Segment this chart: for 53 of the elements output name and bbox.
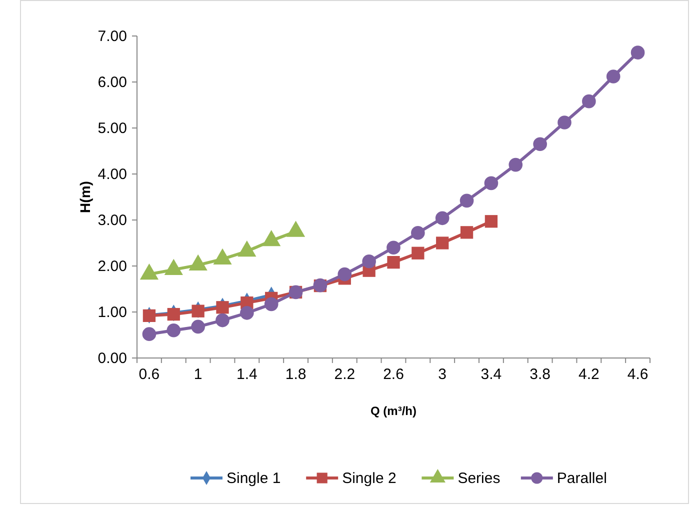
point	[166, 324, 181, 338]
y-tick-label: 7.00	[98, 28, 127, 45]
x-tick-label: 2.6	[383, 366, 404, 383]
point	[411, 226, 425, 240]
point	[460, 194, 474, 208]
point	[362, 254, 376, 268]
point	[338, 267, 352, 282]
legend-label: Series	[458, 470, 500, 487]
x-tick-label: 4.2	[578, 366, 600, 383]
legend-label: Single 1	[226, 470, 281, 487]
point	[216, 313, 230, 328]
y-tick-label: 1.00	[98, 304, 127, 321]
point	[216, 301, 229, 314]
y-tick-label: 4.00	[98, 166, 127, 183]
y-tick-label: 2.00	[98, 258, 127, 275]
x-axis-title: Q (m³/h)	[370, 404, 416, 418]
x-tick-label: 1.4	[236, 366, 258, 383]
y-tick-label: 3.00	[98, 212, 127, 229]
x-tick-label: 3.4	[480, 366, 502, 383]
point	[508, 158, 523, 172]
point	[606, 70, 620, 84]
x-tick-label: 1	[194, 366, 202, 383]
point	[264, 297, 278, 312]
point	[191, 320, 205, 334]
point	[582, 94, 596, 108]
y-tick-label: 0.00	[98, 350, 127, 367]
point	[484, 176, 498, 190]
point	[387, 256, 400, 269]
point	[412, 246, 424, 260]
point	[533, 137, 547, 151]
x-tick-label: 1.8	[285, 366, 306, 383]
point	[484, 215, 498, 228]
x-tick-label: 2.2	[334, 366, 356, 383]
point	[167, 308, 180, 321]
x-tick-label: 3	[438, 366, 447, 383]
point	[460, 226, 474, 239]
point	[142, 309, 156, 322]
point	[240, 306, 254, 320]
y-axis-title: H(m)	[77, 181, 93, 213]
x-tick-label: 4.6	[627, 366, 648, 383]
point	[435, 211, 450, 226]
point	[192, 304, 204, 318]
y-tick-label: 6.00	[98, 74, 127, 91]
x-tick-label: 3.8	[530, 366, 550, 383]
legend-label: Parallel	[556, 470, 607, 487]
point	[558, 116, 572, 130]
point	[386, 240, 400, 254]
legend-label: Single 2	[342, 470, 396, 487]
point	[436, 236, 449, 250]
y-tick-label: 5.00	[98, 120, 127, 137]
x-tick-label: 0.6	[138, 366, 160, 383]
point	[630, 46, 645, 60]
point	[142, 327, 156, 341]
